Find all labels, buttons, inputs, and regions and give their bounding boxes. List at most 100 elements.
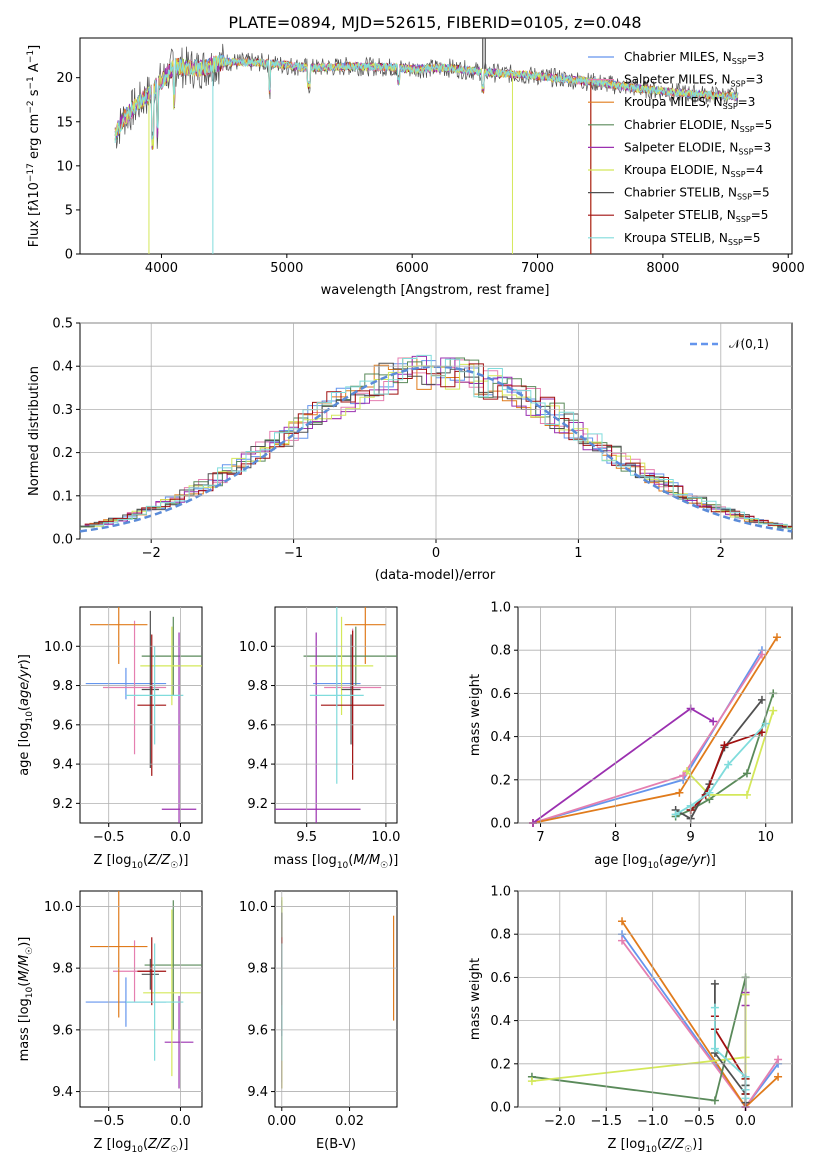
massweight-vs-age-panel: 7 8 9 10 0.0 0.2 0.4 0.6 0.8 1.0 age [log10(age/y… bbox=[468, 601, 793, 871]
massweight-vs-age-ylabel: mass weight bbox=[468, 674, 483, 756]
massweight-vs-Z-point-marker bbox=[527, 1077, 536, 1086]
spectrum-xtick-label: 5000 bbox=[270, 261, 303, 276]
massweight-vs-Z-point-marker bbox=[774, 1072, 783, 1081]
age-vs-Z-ytick-label: 10.0 bbox=[44, 640, 73, 655]
age-vs-Z-panel: −0.5 0.09.29.49.69.810.0 Z [log10(Z/Z☉)] … bbox=[17, 606, 203, 871]
massweight-vs-Z-point-marker bbox=[618, 936, 627, 945]
massweight-vs-age-point-marker bbox=[724, 760, 733, 769]
mass-vs-EBV-xlabel: E(B-V) bbox=[316, 1137, 356, 1152]
spectrum-xtick-label: 8000 bbox=[646, 261, 679, 276]
massweight-vs-age-point-marker bbox=[705, 788, 714, 797]
massweight-vs-age-ytick-label: 1.0 bbox=[490, 601, 511, 616]
massweight-vs-age-point-marker bbox=[720, 741, 729, 750]
residual-ytick-label: 0.3 bbox=[52, 403, 73, 418]
massweight-vs-age-line-kroupa-elodie bbox=[686, 710, 775, 796]
massweight-vs-age-point-marker bbox=[742, 790, 751, 799]
massweight-vs-age-point-marker bbox=[742, 769, 751, 778]
normal-curve-legend-label: 𝒩(0,1) bbox=[729, 337, 769, 351]
mass-vs-Z-ylabel: mass [log10(M/M☉)] bbox=[17, 937, 35, 1062]
massweight-vs-Z-point-marker bbox=[710, 1003, 719, 1012]
residual-ytick-label: 0.1 bbox=[52, 489, 73, 504]
mass-vs-EBV-ytick-label: 10.0 bbox=[239, 900, 268, 915]
spectrum-legend-label: Kroupa MILES, NSSP=3 bbox=[624, 95, 755, 111]
spectrum-xlabel: wavelength [Angstrom, rest frame] bbox=[321, 283, 550, 298]
massweight-vs-age-xlabel: age [log10(age/yr)] bbox=[594, 853, 716, 871]
mass-vs-Z-panel: −0.5 0.0 9.4 9.6 9.8 10.0 Z [log10(Z/Z☉)] mas… bbox=[17, 890, 203, 1155]
spectrum-legend-label: Chabrier ELODIE, NSSP=5 bbox=[624, 118, 772, 134]
massweight-vs-age-xtick-label: 9 bbox=[687, 830, 695, 845]
massweight-vs-age-point-marker bbox=[679, 771, 688, 780]
massweight-vs-Z-xtick-label: −1.5 bbox=[590, 1114, 622, 1129]
mass-vs-Z-ytick-label: 9.4 bbox=[52, 1085, 73, 1100]
massweight-vs-Z-point-marker bbox=[710, 1096, 719, 1105]
residual-panel: −2 −1 0 1 2 0.0 0.1 0.2 0.3 0.4 0.5 (data-model)/e… bbox=[27, 317, 793, 583]
massweight-vs-age-line-salpeter-stelib bbox=[690, 731, 763, 811]
residual-xtick-label: −2 bbox=[142, 546, 161, 561]
spectrum-line-chabrier-stelib bbox=[114, 43, 739, 149]
age-vs-Z-xlabel: Z [log10(Z/Z☉)] bbox=[94, 853, 189, 871]
residual-histogram-salpeter-stelib bbox=[84, 363, 792, 528]
mass-vs-Z-xlabel: Z [log10(Z/Z☉)] bbox=[94, 1137, 189, 1155]
age-vs-Z-axes-frame bbox=[79, 606, 203, 824]
spectrum-line-kroupa-elodie bbox=[114, 55, 739, 149]
massweight-vs-Z-ytick-label: 0.2 bbox=[490, 1057, 511, 1072]
massweight-vs-Z-point-marker bbox=[710, 1044, 719, 1053]
mass-vs-Z-axes-frame bbox=[79, 890, 203, 1108]
age-vs-Z-ytick-label: 9.8 bbox=[52, 679, 73, 694]
spectrum-legend-label: Salpeter MILES, NSSP=3 bbox=[624, 73, 763, 89]
spectrum-legend-label: Salpeter STELIB, NSSP=5 bbox=[624, 208, 768, 224]
spectrum-ylabel: Flux [fλ10−17 erg cm−2 s−1 A−1] bbox=[26, 45, 42, 247]
massweight-vs-Z-ytick-label: 0.6 bbox=[490, 971, 511, 986]
mass-vs-EBV-axes-frame bbox=[274, 890, 398, 1108]
age-vs-Z-xtick-label: −0.5 bbox=[93, 830, 125, 845]
massweight-vs-Z-ytick-label: 0.8 bbox=[490, 928, 511, 943]
spectrum-ytick-label: 0 bbox=[65, 248, 73, 263]
massweight-vs-Z-xtick-label: 0.0 bbox=[735, 1114, 756, 1129]
spectrum-ytick-label: 10 bbox=[56, 159, 73, 174]
spectrum-xtick-label: 4000 bbox=[145, 261, 178, 276]
massweight-vs-Z-ylabel: mass weight bbox=[468, 958, 483, 1040]
massweight-vs-Z-line-kroupa-miles bbox=[621, 920, 779, 1109]
massweight-vs-Z-xtick-label: −1.0 bbox=[637, 1114, 669, 1129]
spectrum-legend: Chabrier MILES, NSSP=3 Salpeter MILES, NS… bbox=[588, 50, 772, 247]
age-vs-mass-ytick-label: 9.6 bbox=[247, 718, 268, 733]
residual-legend: 𝒩(0,1) bbox=[690, 337, 769, 351]
massweight-vs-Z-ytick-label: 0.4 bbox=[490, 1014, 511, 1029]
age-vs-mass-ytick-label: 9.2 bbox=[247, 797, 268, 812]
massweight-vs-age-point-marker bbox=[757, 728, 766, 737]
residual-ytick-label: 0.2 bbox=[52, 446, 73, 461]
spectrum-line-kroupa-stelib bbox=[114, 54, 739, 143]
residual-xtick-label: −1 bbox=[284, 546, 303, 561]
massweight-vs-age-ytick-label: 0.2 bbox=[490, 773, 511, 788]
spectrum-ytick-label: 5 bbox=[65, 203, 73, 218]
spectrum-ytick-label: 20 bbox=[56, 71, 73, 86]
spectrum-legend-label: Kroupa STELIB, NSSP=5 bbox=[624, 231, 761, 247]
residual-histogram-kroupa-elodie bbox=[89, 363, 792, 528]
mass-vs-EBV-ytick-label: 9.4 bbox=[247, 1085, 268, 1100]
massweight-vs-Z-point-marker bbox=[710, 979, 719, 988]
age-vs-Z-xtick-label: 0.0 bbox=[170, 830, 191, 845]
spectrum-panel: PLATE=0894, MJD=52615, FIBERID=0105, z=0… bbox=[26, 13, 805, 298]
spectrum-ytick-label: 15 bbox=[56, 115, 73, 130]
spectrum-legend-label: Chabrier STELIB, NSSP=5 bbox=[624, 186, 770, 202]
spectrum-xtick-label: 6000 bbox=[396, 261, 429, 276]
age-vs-mass-axes-frame bbox=[274, 606, 398, 824]
residual-ylabel: Normed distribution bbox=[27, 366, 42, 496]
massweight-vs-age-point-marker bbox=[757, 650, 766, 659]
age-vs-Z-ytick-label: 9.2 bbox=[52, 797, 73, 812]
residual-ytick-label: 0.4 bbox=[52, 360, 73, 375]
spectrum-axes-frame bbox=[79, 37, 793, 255]
massweight-vs-Z-axes-frame bbox=[517, 890, 793, 1108]
age-vs-mass-panel: 9.5 10.0 9.2 9.4 9.6 9.8 10.0 mass [log10(M/M☉… bbox=[239, 606, 400, 871]
massweight-vs-age-point-marker bbox=[757, 695, 766, 704]
spectrum-title: PLATE=0894, MJD=52615, FIBERID=0105, z=0… bbox=[228, 13, 641, 32]
massweight-vs-Z-xtick-label: −0.5 bbox=[683, 1114, 715, 1129]
mass-vs-EBV-xtick-label: 0.02 bbox=[335, 1114, 364, 1129]
mass-vs-EBV-ytick-label: 9.8 bbox=[247, 962, 268, 977]
residual-ytick-label: 0.0 bbox=[52, 533, 73, 548]
massweight-vs-Z-ytick-label: 1.0 bbox=[490, 885, 511, 900]
spectrum-xtick-label: 9000 bbox=[772, 261, 805, 276]
massweight-vs-age-point-marker bbox=[682, 767, 691, 776]
age-vs-Z-ylabel: age [log10(age/yr)] bbox=[17, 654, 35, 776]
mass-vs-EBV-ytick-label: 9.6 bbox=[247, 1023, 268, 1038]
